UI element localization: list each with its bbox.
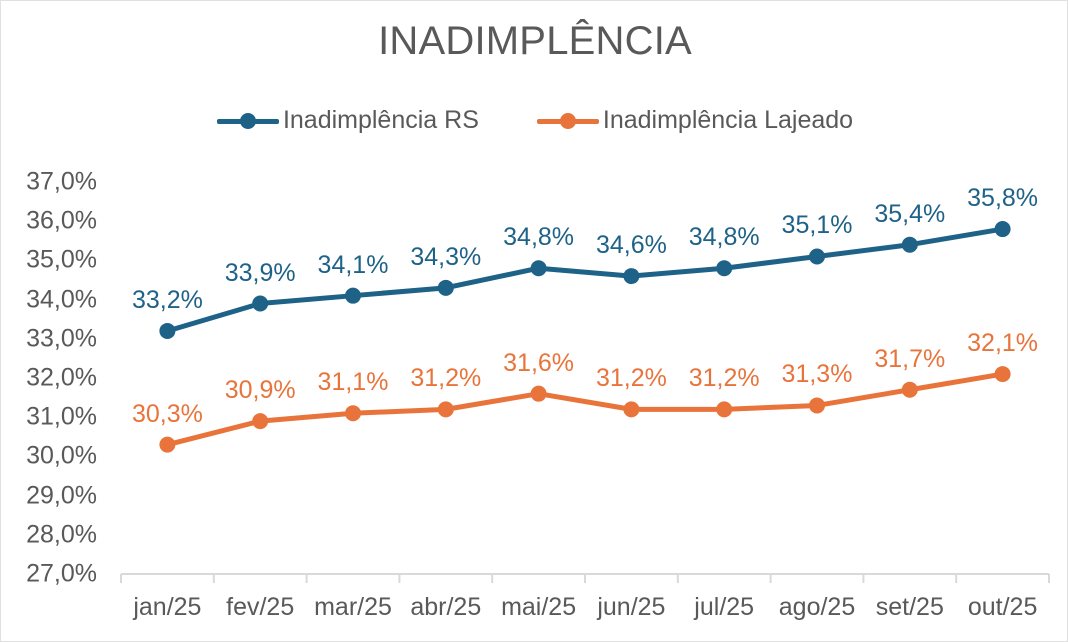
y-tick-label: 35,0%	[26, 245, 97, 274]
y-tick-label: 33,0%	[26, 324, 97, 353]
series-0-point[interactable]	[345, 287, 361, 304]
y-tick-label: 31,0%	[26, 402, 97, 431]
x-tick-label: ago/25	[778, 593, 856, 621]
y-tick-label: 32,0%	[26, 363, 97, 392]
series-1-point[interactable]	[530, 385, 547, 402]
data-label: 33,9%	[224, 258, 296, 287]
legend-item-1[interactable]: Inadimplência Lajeado	[536, 106, 854, 135]
data-label: 34,8%	[503, 223, 575, 252]
data-label: 35,1%	[781, 211, 853, 240]
series-line-0	[164, 226, 1006, 334]
series-1-point[interactable]	[716, 401, 733, 418]
data-label: 31,2%	[688, 364, 760, 393]
x-tick-label: mai/25	[501, 593, 577, 621]
data-label: 34,1%	[317, 250, 389, 279]
data-label: 35,4%	[874, 199, 946, 228]
data-label: 31,7%	[874, 344, 946, 373]
chart-legend: Inadimplência RS Inadimplência Lajeado	[1, 106, 1067, 135]
series-1-point[interactable]	[345, 405, 361, 422]
x-tick-label: set/25	[875, 593, 944, 621]
legend-marker-icon	[536, 110, 599, 132]
data-label: 33,2%	[131, 285, 203, 314]
data-label: 31,2%	[410, 364, 482, 393]
series-line-1	[164, 371, 1006, 448]
x-tick-label: jan/25	[133, 593, 202, 621]
y-tick-label: 27,0%	[26, 559, 97, 588]
series-0-point[interactable]	[716, 260, 733, 277]
series-0-point[interactable]	[530, 260, 547, 277]
legend-item-label: Inadimplência RS	[282, 106, 479, 134]
series-1-point[interactable]	[994, 366, 1011, 383]
data-label: 34,6%	[595, 231, 667, 260]
data-label: 34,3%	[410, 242, 482, 271]
series-0-point[interactable]	[159, 322, 176, 339]
y-tick-label: 37,0%	[26, 167, 97, 196]
series-1-point[interactable]	[159, 436, 176, 453]
x-tick-label: fev/25	[226, 593, 295, 621]
data-label: 35,8%	[967, 184, 1039, 213]
legend-marker-icon	[216, 110, 279, 132]
legend-item-label: Inadimplência Lajeado	[602, 106, 854, 134]
series-0-point[interactable]	[994, 221, 1011, 238]
data-label: 32,1%	[967, 329, 1039, 358]
data-label: 31,2%	[595, 364, 667, 393]
series-1-point[interactable]	[809, 397, 825, 414]
y-tick-label: 29,0%	[26, 481, 97, 510]
x-tick-label: out/25	[967, 593, 1038, 621]
x-tick-label: jul/25	[694, 593, 755, 621]
y-tick-label: 28,0%	[26, 520, 97, 549]
data-label: 30,3%	[131, 399, 203, 428]
series-0-point[interactable]	[437, 279, 454, 296]
chart-title: INADIMPLÊNCIA	[378, 19, 692, 63]
legend-item-0[interactable]: Inadimplência RS	[216, 106, 479, 135]
series-1-point[interactable]	[623, 401, 640, 418]
series-1-point[interactable]	[901, 381, 918, 398]
data-label: 34,8%	[688, 223, 760, 252]
data-label: 31,1%	[317, 368, 389, 397]
series-1-point[interactable]	[437, 401, 454, 418]
series-0-point[interactable]	[252, 295, 269, 312]
data-label: 31,6%	[503, 348, 575, 377]
data-label: 30,9%	[224, 376, 296, 405]
x-tick-label: abr/25	[410, 593, 482, 621]
series-1-point[interactable]	[252, 413, 269, 430]
x-tick-label: jun/25	[597, 593, 666, 621]
x-tick-label: mar/25	[314, 593, 392, 621]
y-tick-label: 34,0%	[26, 285, 97, 314]
y-tick-label: 30,0%	[26, 441, 97, 470]
series-0-point[interactable]	[623, 268, 640, 285]
series-0-point[interactable]	[809, 248, 825, 265]
series-0-point[interactable]	[901, 236, 918, 253]
data-label: 31,3%	[781, 360, 853, 389]
y-tick-label: 36,0%	[26, 206, 97, 235]
